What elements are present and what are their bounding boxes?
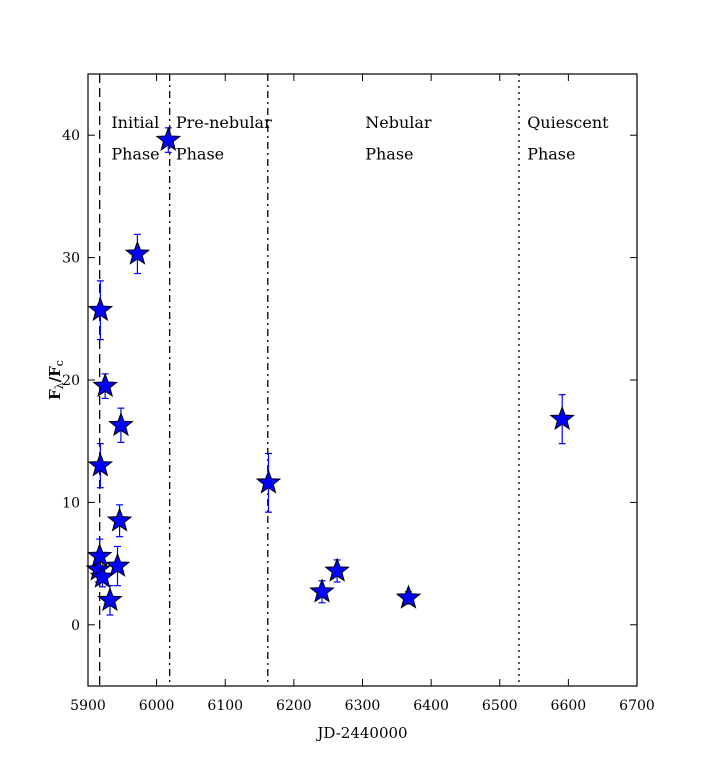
data-markers <box>85 126 575 612</box>
y-axis-title-sub1: λ <box>53 382 66 389</box>
data-point-star <box>86 542 113 568</box>
y-tick-label: 0 <box>71 618 80 634</box>
data-point-star <box>395 584 422 609</box>
data-point-star <box>255 469 282 494</box>
data-point-star <box>104 552 131 577</box>
phase-label: Phase <box>111 145 159 164</box>
data-point-star <box>92 372 118 397</box>
y-axis-title: Fλ/Fc <box>46 360 66 400</box>
data-point-star <box>124 240 151 265</box>
x-tick-label: 6300 <box>345 698 381 714</box>
y-axis-title-f1: F <box>46 389 64 400</box>
data-point-star <box>87 296 114 322</box>
phase-label: Nebular <box>365 113 432 132</box>
x-tick-labels: 5900 6000 6100 6200 6300 6400 6500 6600 6700 <box>70 698 655 714</box>
data-point-star <box>309 578 335 603</box>
phase-annotations: Initial Phase Pre-nebular Phase Nebular Phase… <box>111 113 609 164</box>
data-point-star <box>549 405 575 431</box>
x-tick-label: 6600 <box>551 698 587 714</box>
axis-ticks <box>87 74 638 686</box>
y-tick-label: 10 <box>62 495 80 511</box>
data-point-star <box>324 557 350 582</box>
phase-label: Pre-nebular <box>176 113 272 132</box>
phase-lines <box>99 74 520 686</box>
x-tick-label: 6100 <box>207 698 243 714</box>
plot-frame <box>87 73 638 687</box>
data-point-star <box>108 411 134 437</box>
phase-label: Phase <box>527 145 575 164</box>
data-point-star <box>106 507 133 532</box>
x-axis-title: JD-2440000 <box>315 724 407 742</box>
y-axis-title-sub2: c <box>53 360 66 366</box>
y-tick-label: 30 <box>62 251 80 267</box>
y-tick-label: 40 <box>62 128 80 144</box>
phase-label: Quiescent <box>527 113 609 132</box>
error-bars <box>94 127 566 616</box>
phase-label: Phase <box>176 145 224 164</box>
x-tick-label: 6000 <box>139 698 175 714</box>
x-tick-label: 5900 <box>70 698 106 714</box>
data-point-star <box>155 126 182 151</box>
y-tick-labels: 0 10 20 30 40 <box>62 128 80 634</box>
x-tick-label: 6400 <box>413 698 449 714</box>
x-tick-label: 6200 <box>276 698 312 714</box>
y-tick-label: 20 <box>62 373 80 389</box>
x-tick-label: 6700 <box>619 698 655 714</box>
phase-label: Phase <box>365 145 413 164</box>
y-axis-title-divider: / <box>46 376 64 382</box>
x-tick-label: 6500 <box>482 698 518 714</box>
phase-label: Initial <box>111 113 159 132</box>
data-point-star <box>97 586 123 612</box>
y-axis-title-f2: F <box>46 366 64 377</box>
data-point-star <box>87 452 114 477</box>
